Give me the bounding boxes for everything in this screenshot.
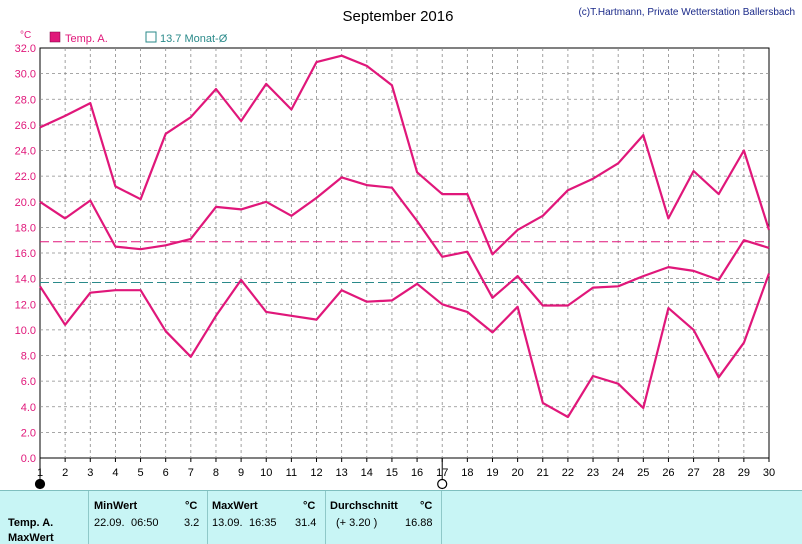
y-tick-label: 4.0 (21, 402, 36, 414)
min-header: MinWert (94, 500, 138, 512)
series-lines (39, 54, 771, 419)
min-time: 06:50 (131, 517, 159, 529)
x-tick-label: 14 (361, 467, 373, 479)
avg-value: 16.88 (405, 517, 433, 529)
series-line (39, 273, 771, 419)
x-tick-label: 21 (537, 467, 549, 479)
x-tick-label: 18 (461, 467, 473, 479)
max-time: 16:35 (249, 517, 277, 529)
y-tick-label: 8.0 (21, 351, 36, 363)
y-tick-label: 6.0 (21, 376, 36, 388)
grid (39, 48, 770, 462)
y-tick-label: 0.0 (21, 453, 36, 465)
max-value: 31.4 (295, 517, 317, 529)
y-tick-label: 28.0 (15, 94, 36, 106)
avg-delta: (+ 3.20 ) (336, 517, 378, 529)
x-tick-label: 10 (260, 467, 272, 479)
y-tick-label: 24.0 (15, 146, 36, 158)
x-tick-label: 29 (738, 467, 750, 479)
min-date: 22.09. (94, 517, 125, 529)
max-unit: °C (303, 500, 316, 512)
x-tick-label: 26 (662, 467, 674, 479)
y-tick-label: 22.0 (15, 171, 36, 183)
x-tick-label: 12 (310, 467, 322, 479)
x-tick-label: 22 (562, 467, 574, 479)
new-moon-icon (437, 478, 448, 490)
legend-avg-label: 13.7 Monat-Ø (160, 33, 228, 45)
x-tick-label: 11 (286, 467, 297, 479)
legend-series-label: Temp. A. (65, 33, 108, 45)
x-tick-label: 27 (687, 467, 699, 479)
stats-row-label: Temp. A. (8, 517, 54, 529)
avg-header: Durchschnitt (330, 500, 398, 512)
x-tick-label: 24 (612, 467, 624, 479)
y-tick-label: 10.0 (15, 325, 36, 337)
y-tick-label: 2.0 (21, 427, 36, 439)
temperature-chart: September 2016 (c)T.Hartmann, Private We… (15, 7, 795, 490)
x-tick-labels: 1234567891011121314151617181920212223242… (37, 467, 775, 479)
x-tick-label: 7 (188, 467, 194, 479)
y-tick-label: 32.0 (15, 43, 36, 55)
x-tick-label: 15 (386, 467, 398, 479)
x-tick-label: 3 (87, 467, 93, 479)
x-tick-label: 5 (137, 467, 143, 479)
reference-lines (40, 241, 769, 283)
x-tick-label: 16 (411, 467, 423, 479)
stats-row-label-2: MaxWert (8, 532, 54, 544)
moon-markers (34, 458, 448, 490)
full-moon-icon (34, 478, 46, 490)
x-tick-label: 20 (511, 467, 523, 479)
y-tick-label: 30.0 (15, 69, 36, 81)
y-tick-label: 18.0 (15, 222, 36, 234)
x-tick-label: 6 (163, 467, 169, 479)
chart-title: September 2016 (343, 8, 454, 25)
stats-panel: Temp. A. MaxWert MinWert °C 22.09. 06:50… (0, 490, 802, 544)
y-tick-label: 12.0 (15, 299, 36, 311)
max-date: 13.09. (212, 517, 243, 529)
y-unit-label: °C (20, 30, 31, 41)
x-tick-label: 8 (213, 467, 219, 479)
y-tick-label: 16.0 (15, 248, 36, 260)
credit-text: (c)T.Hartmann, Private Wetterstation Bal… (578, 7, 795, 18)
x-tick-label: 28 (713, 467, 725, 479)
series-line (39, 54, 771, 256)
x-tick-label: 19 (486, 467, 498, 479)
x-tick-label: 13 (336, 467, 348, 479)
legend-avg-swatch (145, 31, 157, 43)
y-tick-label: 20.0 (15, 197, 36, 209)
legend-series-swatch (49, 31, 61, 43)
min-value: 3.2 (184, 517, 200, 529)
max-header: MaxWert (212, 500, 258, 512)
x-tick-label: 30 (763, 467, 775, 479)
y-tick-labels: 0.0 2.0 4.0 6.0 8.0 10.0 12.0 14.0 16.0 18.0 20.0 2… (15, 43, 36, 465)
y-tick-label: 26.0 (15, 120, 36, 132)
y-tick-label: 14.0 (15, 274, 36, 286)
x-tick-label: 4 (112, 467, 118, 479)
x-tick-label: 2 (62, 467, 68, 479)
x-tick-label: 23 (587, 467, 599, 479)
x-tick-label: 9 (238, 467, 244, 479)
series-line (39, 176, 770, 307)
x-tick-label: 25 (637, 467, 649, 479)
min-unit: °C (185, 500, 198, 512)
avg-unit: °C (420, 500, 433, 512)
